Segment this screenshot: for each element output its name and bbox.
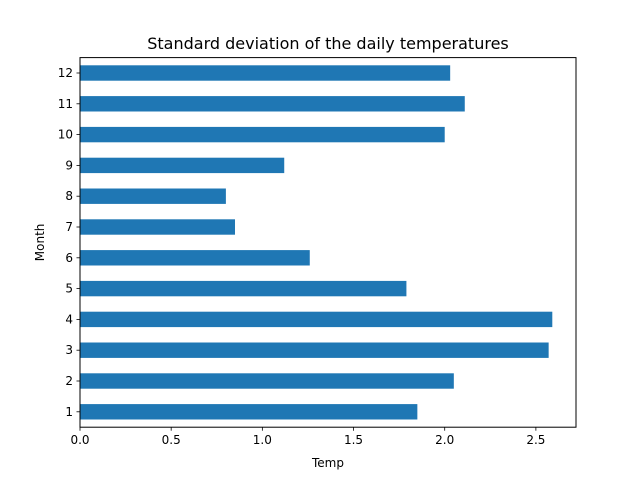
x-tick-label: 1.0 — [253, 433, 272, 447]
bar-month-7 — [80, 219, 235, 235]
y-axis-label: Month — [33, 224, 47, 262]
bar-month-2 — [80, 373, 454, 389]
x-ticks-group: 0.0 0.5 1.0 1.5 2.0 2.5 — [70, 427, 545, 447]
x-tick-label: 0.5 — [162, 433, 181, 447]
y-tick-label: 11 — [58, 97, 73, 111]
y-tick-label: 8 — [65, 189, 73, 203]
x-tick-label: 2.5 — [526, 433, 545, 447]
bar-month-6 — [80, 250, 310, 266]
chart-title: Standard deviation of the daily temperat… — [147, 34, 509, 53]
bar-month-12 — [80, 65, 451, 81]
bar-month-10 — [80, 126, 445, 143]
x-axis-label: Temp — [311, 456, 344, 470]
y-tick-label: 4 — [65, 312, 73, 326]
bars-group — [80, 65, 553, 420]
bar-month-8 — [80, 188, 226, 204]
bar-month-5 — [80, 280, 407, 297]
bar-month-4 — [80, 311, 553, 328]
x-tick-label: 0.0 — [70, 433, 89, 447]
y-tick-label: 5 — [65, 282, 73, 296]
bar-month-11 — [80, 96, 465, 112]
y-tick-label: 7 — [65, 220, 73, 234]
y-tick-label: 10 — [58, 128, 73, 142]
bar-month-9 — [80, 157, 285, 174]
y-tick-label: 2 — [65, 374, 73, 388]
bar-month-3 — [80, 342, 549, 358]
y-tick-label: 12 — [58, 66, 73, 80]
y-tick-label: 9 — [65, 158, 73, 172]
bar-month-1 — [80, 404, 418, 420]
axes-frame — [79, 57, 577, 428]
y-tick-label: 3 — [65, 343, 73, 357]
x-tick-label: 1.5 — [344, 433, 363, 447]
y-tick-label: 1 — [65, 405, 73, 419]
x-tick-label: 2.0 — [435, 433, 454, 447]
y-tick-label: 6 — [65, 251, 73, 265]
